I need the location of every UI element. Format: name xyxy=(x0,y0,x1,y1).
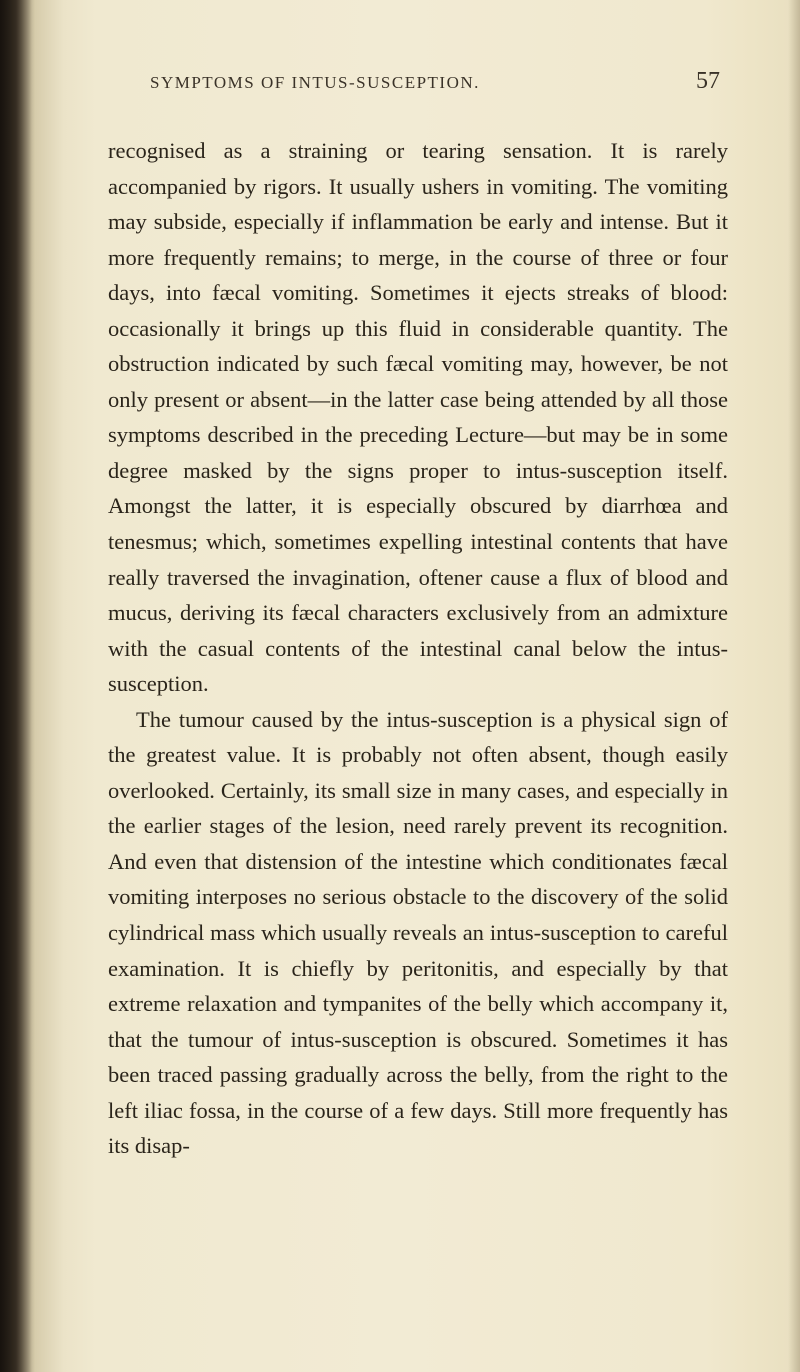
paragraph-1: recognised as a straining or tearing sen… xyxy=(108,133,728,702)
running-header: SYMPTOMS OF INTUS-SUSCEPTION. xyxy=(150,73,480,93)
body-text: recognised as a straining or tearing sen… xyxy=(108,133,728,1164)
page-number: 57 xyxy=(696,68,720,95)
paragraph-2: The tumour caused by the intus-susceptio… xyxy=(108,702,728,1164)
page-header: SYMPTOMS OF INTUS-SUSCEPTION. 57 xyxy=(108,68,728,95)
page-content: SYMPTOMS OF INTUS-SUSCEPTION. 57 recogni… xyxy=(0,0,800,1372)
